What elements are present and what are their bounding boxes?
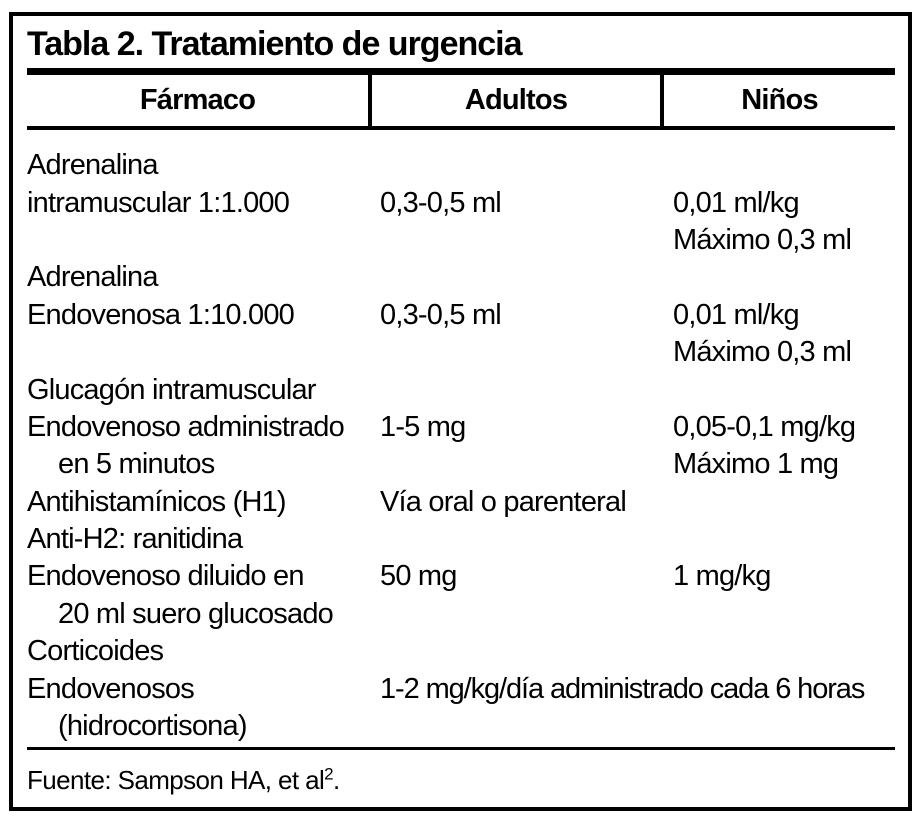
cell-adultos: 1-5 mg <box>380 410 466 443</box>
table-body: Adrenalina intramuscular 1:1.000 0,3-0,5 m… <box>27 130 895 745</box>
column-divider <box>660 75 664 126</box>
table-row: Endovenoso administrado 1-5 mg 0,05-0,1 mg… <box>27 409 895 446</box>
title-rule <box>27 68 895 75</box>
table-row: Glucagón intramuscular <box>27 371 895 408</box>
table-row: Endovenoso diluido en 50 mg 1 mg/kg <box>27 558 895 595</box>
cell-ninos: 1 mg/kg <box>673 560 771 593</box>
cell-farmaco: intramuscular 1:1.000 <box>27 186 290 219</box>
table-row: intramuscular 1:1.000 0,3-0,5 ml 0,01 ml/k… <box>27 184 895 221</box>
table-row: 20 ml suero glucosado <box>27 596 895 633</box>
table-row: Antihistamínicos (H1) Vía oral o parenter… <box>27 484 895 521</box>
cell-ninos: Máximo 1 mg <box>673 448 839 481</box>
footer-rule <box>27 747 895 751</box>
footnote-suffix: . <box>333 765 340 796</box>
table-frame: Tabla 2. Tratamiento de urgencia Fármaco… <box>9 12 912 811</box>
column-header-ninos: Niños <box>741 84 818 116</box>
table-row: Corticoides <box>27 633 895 670</box>
cell-farmaco: Anti-H2: ranitidina <box>27 523 243 556</box>
cell-farmaco: Adrenalina <box>27 261 158 294</box>
table-row: Adrenalina <box>27 259 895 296</box>
cell-ninos: 0,01 ml/kg <box>673 298 800 331</box>
cell-ninos: 0,01 ml/kg <box>673 186 800 219</box>
table-row: en 5 minutos Máximo 1 mg <box>27 446 895 483</box>
cell-farmaco: Antihistamínicos (H1) <box>27 485 287 518</box>
table-footnote: Fuente: Sampson HA, et al2. <box>27 750 895 796</box>
footnote-text: Fuente: Sampson HA, et al <box>27 765 325 796</box>
cell-adultos: 0,3-0,5 ml <box>380 186 502 219</box>
table-row: Anti-H2: ranitidina <box>27 521 895 558</box>
column-header-farmaco: Fármaco <box>139 84 256 116</box>
table-row: Adrenalina <box>27 147 895 184</box>
table-header-row: Fármaco Adultos Niños <box>27 75 895 126</box>
column-header-adultos: Adultos <box>464 84 568 116</box>
cell-farmaco: Adrenalina <box>27 149 158 182</box>
table-row: Máximo 0,3 ml <box>27 334 895 371</box>
table-row: Máximo 0,3 ml <box>27 222 895 259</box>
table-row: Endovenosa 1:10.000 0,3-0,5 ml 0,01 ml/kg <box>27 297 895 334</box>
cell-adultos: 50 mg <box>380 560 457 593</box>
table-title: Tabla 2. Tratamiento de urgencia <box>27 25 523 63</box>
cell-farmaco: Endovenoso diluido en <box>27 560 304 593</box>
cell-farmaco: Endovenosa 1:10.000 <box>27 298 295 331</box>
cell-ninos: Máximo 0,3 ml <box>673 223 852 256</box>
cell-farmaco: Endovenoso administrado <box>27 410 345 443</box>
column-divider <box>368 75 372 126</box>
cell-ninos: 0,05-0,1 mg/kg <box>673 410 856 443</box>
footnote-superscript: 2 <box>324 764 334 784</box>
header-rule <box>27 126 895 130</box>
table-row: Endovenosos 1-2 mg/kg/día administrado ca… <box>27 670 895 707</box>
cell-adultos: 0,3-0,5 ml <box>380 298 502 331</box>
cell-farmaco: en 5 minutos <box>58 448 215 481</box>
cell-adultos: 1-2 mg/kg/día administrado cada 6 horas <box>380 672 865 705</box>
table-row: (hidrocortisona) <box>27 708 895 745</box>
cell-farmaco: Corticoides <box>27 635 164 668</box>
cell-farmaco: (hidrocortisona) <box>58 710 247 743</box>
cell-farmaco: Endovenosos <box>27 672 195 705</box>
cell-ninos: Máximo 0,3 ml <box>673 336 852 369</box>
cell-farmaco: Glucagón intramuscular <box>27 373 316 406</box>
cell-farmaco: 20 ml suero glucosado <box>58 597 334 630</box>
cell-adultos: Vía oral o parenteral <box>380 485 627 518</box>
